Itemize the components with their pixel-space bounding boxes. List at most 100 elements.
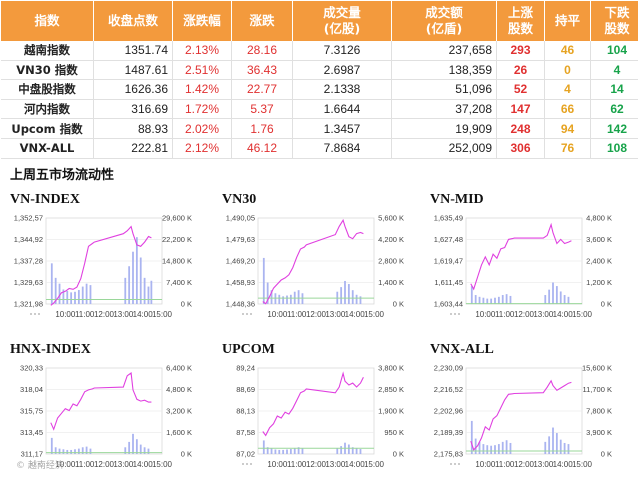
table-row: VN30 指数 1487.61 2.51% 36.43 2.6987 138,359 26 0… — [1, 60, 638, 81]
volume-bar — [555, 433, 558, 454]
volume-bar — [470, 420, 473, 454]
volume-bar — [482, 297, 485, 304]
volume-bar — [340, 287, 343, 304]
x-tick: 15:00 — [572, 310, 593, 319]
y-tick-right: 11,700 K — [583, 385, 612, 394]
chart-svg: 1,448,36 1,458,93 1,469,20 1,479,63 1,490,05… — [226, 214, 404, 320]
volume-bar — [501, 441, 504, 454]
row-down-count: 104 — [590, 41, 638, 61]
y-tick-right: 22,200 K — [162, 235, 192, 244]
row-value: 138,359 — [391, 60, 497, 81]
volume-bar — [336, 448, 339, 454]
volume-bar — [262, 257, 265, 304]
y-tick-right: 1,600 K — [166, 428, 192, 437]
volume-bar — [270, 290, 273, 304]
row-flat-count: 76 — [544, 138, 591, 159]
y-tick-left: 1,448,36 — [226, 300, 255, 309]
volume-bar — [124, 447, 127, 454]
volume-bar — [77, 448, 80, 454]
volume-bar — [359, 296, 362, 304]
volume-bar — [474, 295, 477, 304]
chart-svg: 2,175,83 2,189,39 2,202,96 2,216,52 2,230,09… — [434, 364, 612, 470]
volume-bar — [58, 448, 61, 454]
table-row: Upcom 指数 88.93 2.02% 1.76 1.3457 19,909 248 94 1… — [1, 118, 638, 139]
volume-bar — [505, 294, 508, 304]
chart-title: HNX-INDEX — [10, 342, 91, 357]
volume-bar — [301, 448, 304, 454]
row-pct: 2.12% — [172, 138, 232, 159]
row-volume: 1.6644 — [292, 99, 392, 120]
volume-bar — [494, 445, 496, 454]
row-volume: 1.3457 — [292, 118, 392, 139]
row-name: VNX-ALL — [1, 138, 94, 159]
y-tick-right: 4,200 K — [378, 235, 404, 244]
y-tick-left: 1,490,05 — [226, 214, 255, 223]
row-value: 237,658 — [391, 41, 497, 61]
volume-bar — [509, 295, 512, 304]
row-pct: 2.13% — [172, 41, 232, 61]
y-tick-left: 1,619,47 — [434, 257, 463, 266]
chart-title: VNX-ALL — [430, 342, 494, 357]
y-tick-left: 313,45 — [20, 428, 43, 437]
row-name: 中盘股指数 — [1, 79, 94, 100]
y-tick-right: 14,800 K — [162, 257, 192, 266]
volume-bar — [150, 280, 153, 304]
volume-bar — [486, 445, 489, 454]
volume-bar — [50, 263, 53, 304]
volume-bar — [274, 449, 277, 454]
y-tick-right: 0 K — [601, 300, 612, 309]
x-tick: 11:00 — [495, 460, 515, 469]
y-tick-left: 320,33 — [20, 364, 43, 373]
y-tick-right: 950 K — [384, 428, 404, 437]
y-tick-right: 7,400 K — [166, 278, 192, 287]
y-tick-right: 1,900 K — [378, 407, 404, 416]
y-tick-right: 3,800 K — [378, 364, 404, 373]
chart-title: UPCOM — [222, 342, 275, 357]
y-tick-left: 2,216,52 — [434, 385, 463, 394]
row-chg: 28.16 — [231, 41, 293, 61]
chart-svg: 87,02 87,58 88,13 88,69 89,24 0 K 950 K 1,900 K… — [236, 364, 404, 470]
y-tick-right: 0 K — [393, 450, 404, 459]
row-chg: 5.37 — [231, 99, 293, 120]
x-tick: 12:00 — [306, 310, 327, 319]
y-tick-right: 3,200 K — [166, 407, 192, 416]
price-line — [262, 218, 364, 305]
y-tick-right: 0 K — [601, 450, 612, 459]
intraday-chart: HNX-INDEX 311,17 313,45 315,75 318,04 320,33 0… — [10, 342, 210, 478]
volume-bar — [478, 441, 481, 454]
y-tick-right: 29,600 K — [162, 214, 192, 223]
volume-bar — [351, 290, 354, 304]
y-tick-right: 2,850 K — [378, 385, 404, 394]
volume-bar — [128, 441, 131, 454]
x-tick: 10:00 — [55, 310, 76, 319]
x-tick: 15:00 — [364, 310, 385, 319]
row-close: 1626.36 — [93, 79, 173, 100]
volume-bar — [501, 295, 504, 304]
volume-bar — [289, 449, 292, 454]
volume-bar — [509, 442, 512, 454]
volume-bar — [135, 439, 138, 454]
volume-bar — [278, 449, 281, 454]
x-tick: 12:00 — [514, 460, 535, 469]
y-tick-left: 318,04 — [20, 385, 43, 394]
y-tick-left: 1,627,48 — [434, 235, 463, 244]
chart-title: VN-INDEX — [10, 192, 80, 207]
x-tick: 10:00 — [475, 460, 496, 469]
col-header-value: 成交额 (亿盾) — [391, 1, 497, 41]
intraday-chart: VN-MID 1,603,44 1,611,45 1,619,47 1,627,48 1,… — [430, 192, 630, 328]
x-tick: 14:00 — [345, 460, 366, 469]
y-tick-left: 88,69 — [236, 385, 255, 394]
volume-bar — [85, 446, 88, 454]
x-tick: 15:00 — [152, 460, 173, 469]
y-tick-right: 3,600 K — [586, 235, 612, 244]
volume-bar — [74, 291, 76, 304]
volume-bar — [482, 444, 485, 454]
y-tick-left: 1,611,45 — [434, 278, 463, 287]
volume-bar — [81, 286, 84, 304]
row-flat-count: 66 — [544, 99, 591, 120]
row-down-count: 4 — [590, 60, 638, 81]
volume-bar — [490, 298, 493, 304]
row-up-count: 52 — [496, 79, 545, 100]
y-tick-left: 315,75 — [20, 407, 43, 416]
row-up-count: 147 — [496, 99, 545, 120]
